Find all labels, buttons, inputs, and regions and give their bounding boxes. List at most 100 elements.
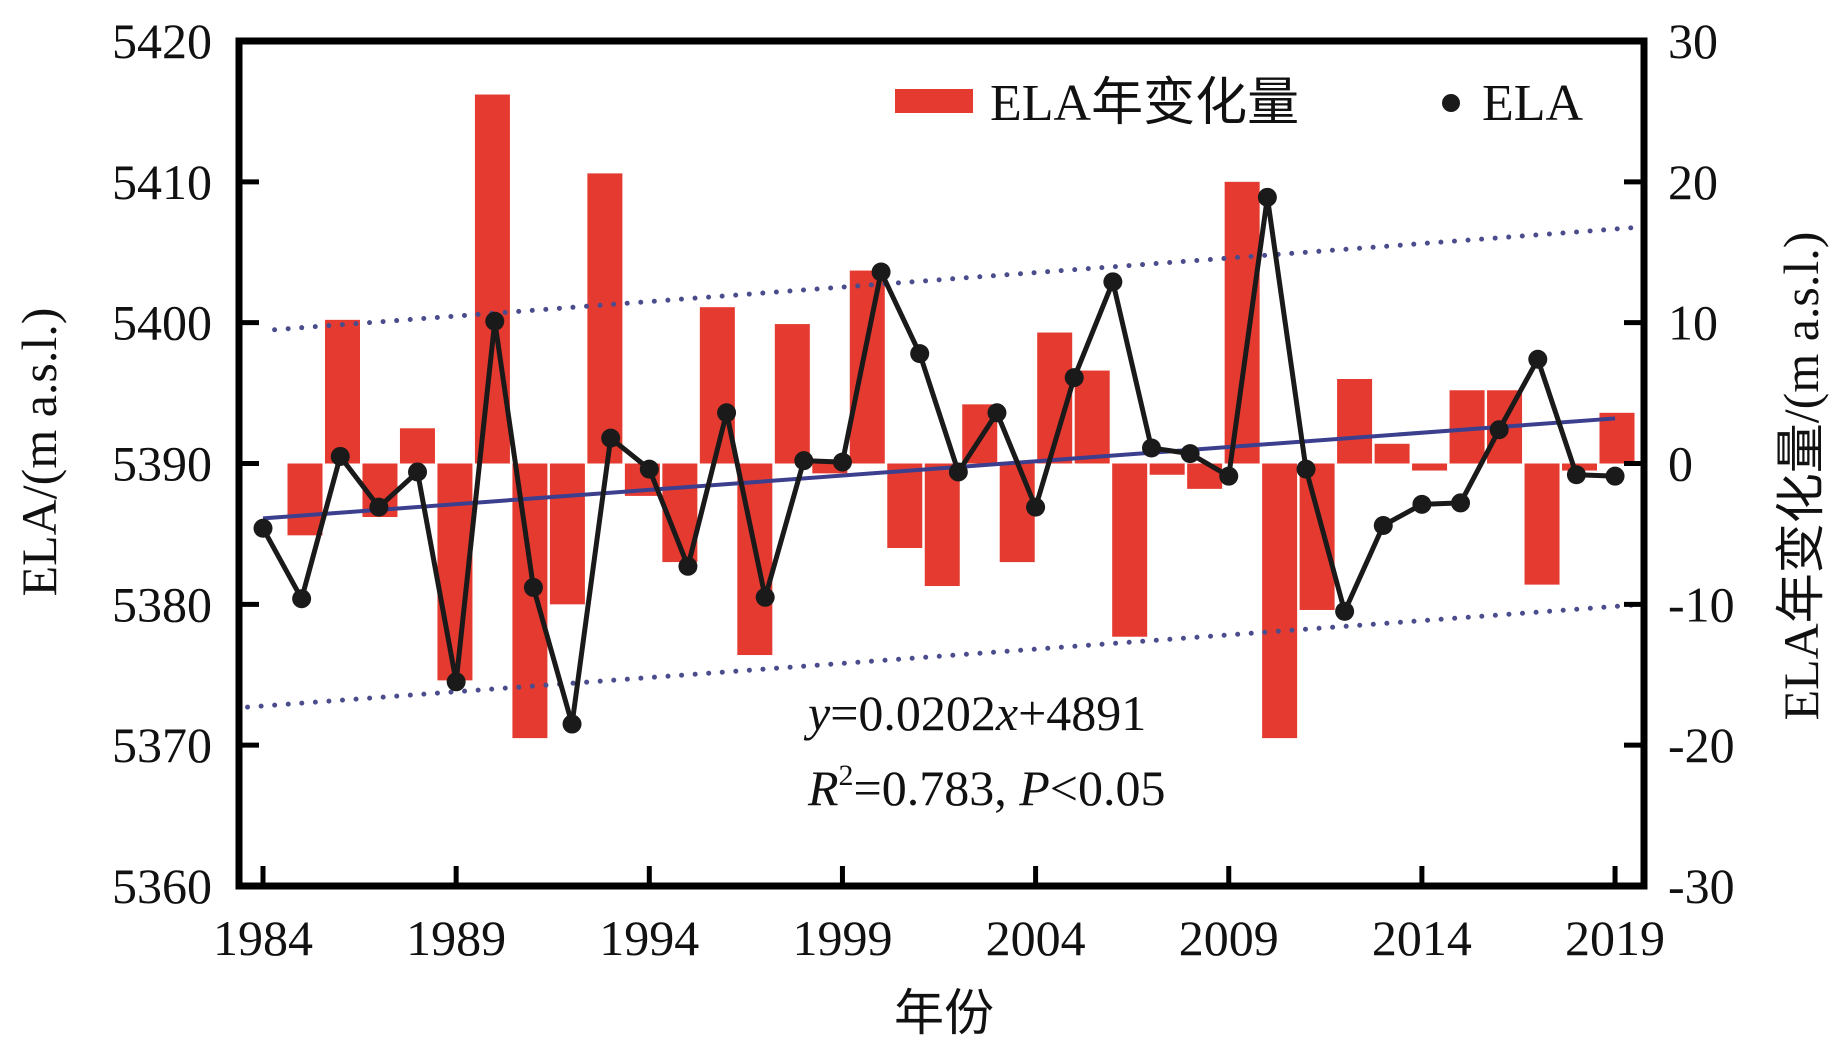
ela-point-1990 <box>485 311 505 331</box>
bar-28 <box>1337 379 1373 464</box>
y-right-tick-label-30: 30 <box>1668 13 1718 69</box>
axis-ticks: 1984 1989 1994 1999 2004 2009 2014 2019 5360 5370… <box>112 13 1735 966</box>
y-left-tick-label-5410: 5410 <box>112 154 212 210</box>
ela-point-2006 <box>1103 272 1123 292</box>
ela-point-1985 <box>292 589 312 609</box>
ela-point-1989 <box>446 672 466 692</box>
ela-point-2012 <box>1335 601 1355 621</box>
x-tick-label-2019: 2019 <box>1565 910 1665 966</box>
bar-15 <box>849 270 885 464</box>
bar-14 <box>812 463 848 474</box>
trend-fit-line <box>262 416 1616 521</box>
bar-8 <box>587 173 623 464</box>
ela-point-1993 <box>601 428 621 448</box>
ela-point-2010 <box>1257 187 1277 207</box>
ela-point-2018 <box>1566 465 1586 485</box>
bar-6 <box>512 463 548 739</box>
ela-point-1984 <box>253 518 273 538</box>
ela-point-1997 <box>755 587 775 607</box>
bar-35 <box>1599 412 1635 464</box>
ela-point-2003 <box>987 403 1007 423</box>
bar-7 <box>549 463 585 605</box>
ela-point-2005 <box>1064 368 1084 388</box>
ela-point-1999 <box>832 452 852 472</box>
line-series-ela <box>253 187 1625 734</box>
bar-22 <box>1112 463 1148 637</box>
ela-point-2015 <box>1451 493 1471 513</box>
legend-label-ela-change: ELA年变化量 <box>990 75 1299 132</box>
bar-3 <box>399 428 435 464</box>
y-left-tick-label-5380: 5380 <box>112 576 212 632</box>
bar-series-ela-change <box>287 94 1635 739</box>
ela-point-2014 <box>1412 494 1432 514</box>
ela-point-1995 <box>678 556 698 576</box>
ela-point-2000 <box>871 262 891 282</box>
legend-swatch-dot <box>1442 94 1460 112</box>
ela-point-1988 <box>408 462 428 482</box>
ela-point-2013 <box>1373 515 1393 535</box>
ela-point-2009 <box>1219 466 1239 486</box>
regression-stats: R2=0.783, P<0.05 <box>807 759 1166 816</box>
ela-point-2001 <box>910 344 930 364</box>
bar-1 <box>324 319 360 464</box>
bar-0 <box>287 463 323 536</box>
ela-point-2011 <box>1296 459 1316 479</box>
ela-point-2017 <box>1528 349 1548 369</box>
bar-21 <box>1074 370 1110 464</box>
x-tick-label-1984: 1984 <box>213 910 313 966</box>
ela-point-2008 <box>1180 444 1200 464</box>
bar-23 <box>1149 463 1185 475</box>
x-tick-label-2014: 2014 <box>1372 910 1472 966</box>
ela-point-2007 <box>1141 438 1161 458</box>
y-axis-title-left: ELA/(m a.s.l.) <box>11 308 67 597</box>
legend: ELA年变化量 ELA <box>895 75 1584 132</box>
bar-33 <box>1524 463 1560 585</box>
ela-point-2002 <box>948 462 968 482</box>
y-right-tick-label--30: -30 <box>1668 858 1735 914</box>
y-right-tick-label--10: -10 <box>1668 576 1735 632</box>
ela-point-2004 <box>1026 497 1046 517</box>
x-tick-label-1999: 1999 <box>792 910 892 966</box>
bar-17 <box>924 463 960 587</box>
x-tick-label-2009: 2009 <box>1179 910 1279 966</box>
y-left-tick-label-5360: 5360 <box>112 858 212 914</box>
ela-point-1986 <box>330 446 350 466</box>
y-left-tick-label-5400: 5400 <box>112 295 212 351</box>
y-left-tick-label-5390: 5390 <box>112 436 212 492</box>
trend-lower-bound <box>245 601 1647 710</box>
bar-5 <box>474 94 510 464</box>
y-right-tick-label--20: -20 <box>1668 717 1735 773</box>
ela-point-1991 <box>523 577 543 597</box>
legend-swatch-bar <box>895 89 973 113</box>
ela-point-2019 <box>1605 466 1625 486</box>
x-tick-label-1989: 1989 <box>406 910 506 966</box>
y-left-tick-label-5420: 5420 <box>112 13 212 69</box>
ela-point-1994 <box>639 459 659 479</box>
bar-13 <box>774 324 810 464</box>
bar-27 <box>1299 463 1335 610</box>
ela-point-1987 <box>369 497 389 517</box>
trend-lines <box>245 224 1647 710</box>
y-axis-title-right: ELA年变化量/(m a.s.l.) <box>1773 232 1829 721</box>
bar-29 <box>1374 443 1410 464</box>
ela-point-1996 <box>717 403 737 423</box>
bar-25 <box>1224 181 1260 464</box>
trend-upper-bound <box>272 224 1647 333</box>
bar-11 <box>699 307 735 464</box>
bar-26 <box>1262 463 1298 739</box>
ela-point-2016 <box>1489 420 1509 440</box>
y-right-tick-label-10: 10 <box>1668 295 1718 351</box>
x-tick-label-2004: 2004 <box>986 910 1086 966</box>
bar-30 <box>1412 463 1448 471</box>
ela-point-1992 <box>562 714 582 734</box>
ela-point-1998 <box>794 451 814 471</box>
bar-16 <box>887 463 923 548</box>
y-left-tick-label-5370: 5370 <box>112 717 212 773</box>
y-right-tick-label-20: 20 <box>1668 154 1718 210</box>
legend-label-ela: ELA <box>1482 75 1584 132</box>
y-right-tick-label-0: 0 <box>1668 436 1693 492</box>
x-tick-label-1994: 1994 <box>599 910 699 966</box>
x-axis-title: 年份 <box>894 985 994 1041</box>
regression-equation: y=0.0202x+4891 <box>803 685 1146 741</box>
